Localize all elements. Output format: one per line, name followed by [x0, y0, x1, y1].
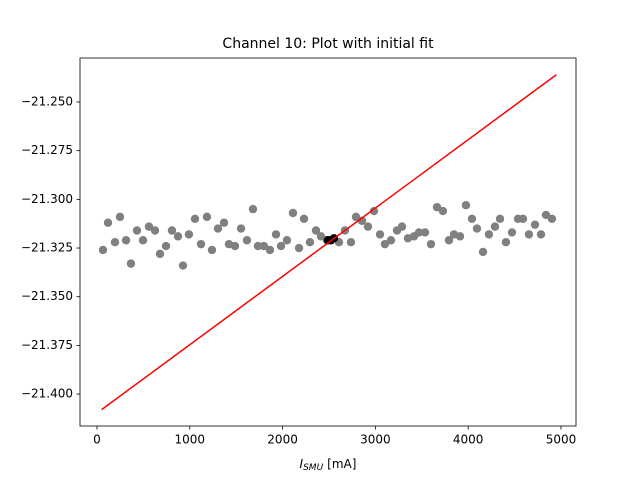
scatter-point	[144, 222, 154, 231]
y-tick-label: −21.250	[21, 95, 73, 109]
x-tick-label: 4000	[453, 433, 484, 447]
y-tick-label: −21.325	[21, 241, 73, 255]
scatter-point	[126, 259, 136, 268]
scatter-point	[276, 241, 286, 251]
scatter-point	[461, 201, 471, 210]
chart-title: Channel 10: Plot with initial fit	[222, 36, 434, 52]
y-tick-label: −21.375	[21, 338, 73, 352]
scatter-point	[495, 214, 505, 224]
scatter-point	[184, 230, 194, 239]
y-tick-label: −21.300	[21, 192, 73, 206]
scatter-point	[190, 214, 200, 224]
scatter-point	[115, 212, 125, 222]
scatter-point	[547, 214, 557, 224]
scatter-point	[167, 226, 177, 235]
scatter-point	[271, 230, 281, 239]
x-tick-label: 5000	[546, 433, 577, 447]
scatter-point	[432, 202, 442, 212]
y-tick-label: −21.350	[21, 289, 73, 303]
scatter-point	[305, 237, 315, 247]
scatter-point	[530, 220, 540, 229]
scatter-point	[507, 228, 517, 237]
scatter-point	[132, 226, 142, 235]
scatter-point	[438, 206, 448, 216]
scatter-point	[484, 230, 494, 239]
scatter-point	[380, 239, 390, 249]
scatter-point	[161, 241, 171, 251]
scatter-point	[311, 226, 321, 235]
scatter-point	[536, 230, 546, 239]
scatter-point	[213, 224, 223, 233]
scatter-point	[541, 210, 551, 220]
scatter-point	[230, 241, 240, 251]
x-tick-label: 1000	[175, 433, 206, 447]
x-tick-label: 3000	[360, 433, 391, 447]
scatter-point	[518, 214, 528, 224]
scatter-point	[386, 236, 396, 245]
scatter-point	[351, 212, 361, 222]
scatter-point	[138, 236, 148, 245]
scatter-point	[150, 226, 160, 235]
x-label-unit: [mA]	[327, 457, 356, 471]
scatter-point	[98, 245, 108, 255]
scatter-point	[253, 241, 263, 251]
scatter-point	[202, 212, 212, 222]
scatter-point	[236, 224, 246, 233]
x-tick-label: 0	[93, 433, 101, 447]
scatter-point	[248, 204, 258, 214]
scatter-point	[472, 224, 482, 233]
fit-line	[101, 74, 557, 411]
scatter-point	[103, 218, 113, 227]
scatter-point	[524, 230, 534, 239]
x-label-symbol: I	[300, 457, 304, 471]
scatter-point	[178, 261, 188, 270]
scatter-point	[414, 228, 424, 237]
scatter-point	[173, 232, 183, 241]
scatter-point	[455, 232, 465, 241]
scatter-point	[207, 245, 217, 255]
scatter-point	[242, 236, 252, 245]
scatter-point	[110, 237, 120, 247]
scatter-point	[501, 237, 511, 247]
scatter-point	[121, 236, 131, 245]
x-axis-label: ISMU [mA]	[300, 457, 357, 473]
scatter-point	[478, 247, 488, 257]
scatter-point	[265, 245, 275, 255]
scatter-point	[282, 236, 292, 245]
scatter-point	[444, 236, 454, 245]
scatter-point	[155, 249, 165, 259]
scatter-point	[375, 230, 385, 239]
scatter-point	[294, 243, 304, 253]
scatter-point	[346, 237, 356, 247]
x-tick-label: 2000	[267, 433, 298, 447]
scatter-point	[426, 239, 436, 249]
scatter-point	[467, 214, 477, 224]
scatter-point	[490, 222, 500, 231]
y-tick-label: −21.275	[21, 143, 73, 157]
scatter-point	[420, 228, 430, 237]
x-label-subscript: SMU	[303, 463, 323, 473]
scatter-point	[369, 206, 379, 216]
y-tick-label: −21.400	[21, 387, 73, 401]
scatter-point	[288, 208, 298, 218]
scatter-point	[259, 241, 269, 251]
scatter-point	[397, 222, 407, 231]
plot-area	[98, 74, 557, 411]
scatter-point	[316, 232, 326, 241]
scatter-point	[219, 218, 229, 227]
scatter-point	[363, 222, 373, 231]
scatter-point	[196, 239, 206, 249]
axes-frame	[79, 57, 577, 427]
scatter-point	[299, 214, 309, 224]
